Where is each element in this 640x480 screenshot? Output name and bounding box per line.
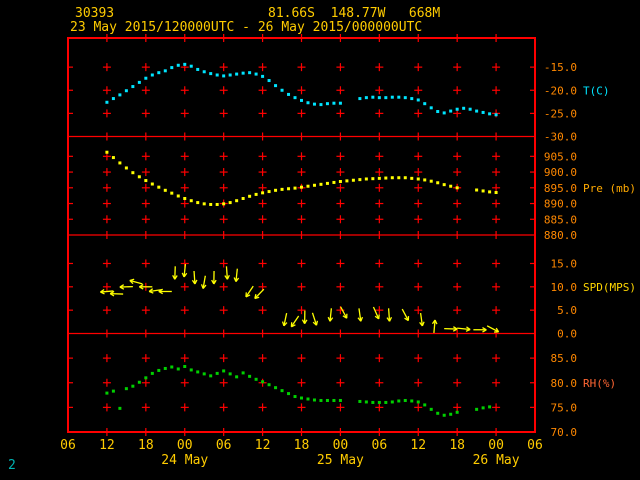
panel-axis-title: Pre (mb) (583, 182, 636, 195)
x-hour-label: 06 (60, 438, 76, 453)
y-tick-label: 0.0 (557, 328, 577, 341)
station-location: 81.66S 148.77W 668M (268, 6, 441, 21)
temperature-series (105, 62, 498, 117)
panel-axis-title: RH(%) (583, 377, 616, 390)
x-hour-label: 06 (216, 438, 232, 453)
y-tick-label: 5.0 (557, 304, 577, 317)
y-tick-label: 75.0 (551, 401, 578, 414)
y-tick-label: 890.0 (544, 198, 577, 211)
x-date-label: 24 May (161, 453, 208, 468)
x-hour-label: 00 (333, 438, 349, 453)
y-tick-label: 905.0 (544, 150, 577, 163)
x-hour-label: 00 (177, 438, 193, 453)
x-hour-label: 00 (488, 438, 504, 453)
time-range: 23 May 2015/120000UTC - 26 May 2015/0000… (70, 20, 423, 35)
panel-axis-title: SPD(MPS) (583, 281, 636, 294)
page-number: 2 (8, 458, 16, 473)
panel-axis-title: T(C) (583, 84, 610, 97)
y-tick-label: -25.0 (544, 107, 577, 120)
x-hour-label: 12 (255, 438, 271, 453)
pressure-series (105, 150, 498, 206)
y-tick-label: 880.0 (544, 229, 577, 242)
y-tick-label: 885.0 (544, 213, 577, 226)
x-date-label: 25 May (317, 453, 364, 468)
y-tick-label: 895.0 (544, 182, 577, 195)
x-hour-label: 18 (449, 438, 465, 453)
y-tick-label: 80.0 (551, 377, 578, 390)
x-hour-label: 12 (410, 438, 426, 453)
wind-series (100, 263, 500, 334)
x-hour-label: 06 (372, 438, 388, 453)
station-id: 30393 (75, 6, 115, 21)
y-tick-label: -15.0 (544, 61, 577, 74)
y-tick-label: -20.0 (544, 84, 577, 97)
x-hour-label: 12 (99, 438, 115, 453)
y-tick-label: 85.0 (551, 352, 578, 365)
grid (67, 34, 536, 436)
y-tick-label: 70.0 (551, 426, 578, 439)
x-hour-label: 18 (294, 438, 310, 453)
y-tick-label: 10.0 (551, 281, 578, 294)
x-hour-label: 18 (138, 438, 154, 453)
y-tick-label: 15.0 (551, 257, 578, 270)
y-tick-label: 900.0 (544, 166, 577, 179)
humidity-series (105, 364, 492, 417)
y-tick-label: -30.0 (544, 131, 577, 144)
x-hour-label: 06 (527, 438, 543, 453)
x-date-label: 26 May (473, 453, 520, 468)
